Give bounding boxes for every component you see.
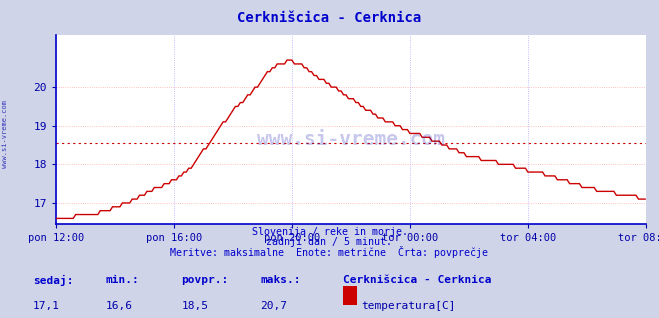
Text: Cerknišcica - Cerknica: Cerknišcica - Cerknica [343, 275, 491, 285]
Text: 18,5: 18,5 [181, 301, 208, 310]
Text: 20,7: 20,7 [260, 301, 287, 310]
Text: maks.:: maks.: [260, 275, 301, 285]
Text: temperatura[C]: temperatura[C] [361, 301, 455, 310]
Text: Meritve: maksimalne  Enote: metrične  Črta: povprečje: Meritve: maksimalne Enote: metrične Črta… [171, 246, 488, 259]
Text: sedaj:: sedaj: [33, 275, 73, 286]
Text: zadnji dan / 5 minut.: zadnji dan / 5 minut. [266, 237, 393, 247]
Text: min.:: min.: [105, 275, 139, 285]
Text: 16,6: 16,6 [105, 301, 132, 310]
Text: Slovenija / reke in morje.: Slovenija / reke in morje. [252, 227, 407, 237]
Text: www.si-vreme.com: www.si-vreme.com [2, 100, 9, 168]
Text: www.si-vreme.com: www.si-vreme.com [257, 129, 445, 149]
Text: 17,1: 17,1 [33, 301, 60, 310]
Text: Cerknišcica - Cerknica: Cerknišcica - Cerknica [237, 11, 422, 25]
Text: povpr.:: povpr.: [181, 275, 229, 285]
